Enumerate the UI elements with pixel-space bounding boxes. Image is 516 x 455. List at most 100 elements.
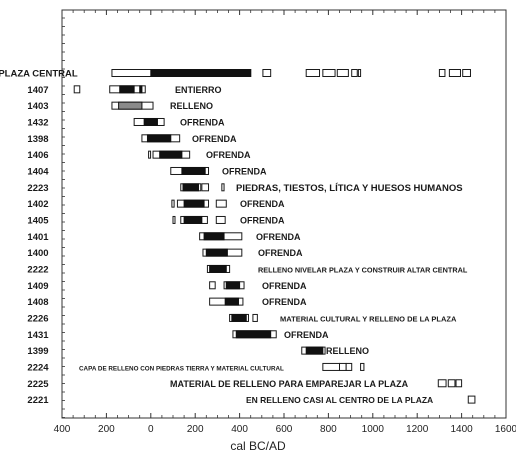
range-1sigma [183, 215, 203, 224]
x-tick-label: 1200 [406, 424, 429, 435]
row-annotation: RELLENO NIVELAR PLAZA Y CONSTRUIR ALTAR … [258, 265, 468, 274]
range-2sigma [215, 215, 226, 224]
x-tick-label: 0 [148, 424, 154, 435]
row-1431: 1431 OFRENDA [27, 330, 329, 341]
row-1402: 1402 OFRENDA [27, 199, 285, 210]
range-2sigma [447, 379, 456, 388]
range-2sigma [221, 183, 225, 192]
range-1sigma [183, 199, 205, 208]
row-annotation: OFRENDA [180, 117, 225, 127]
row-1401: 1401 OFRENDA [27, 232, 301, 243]
row-annotation: MATERIAL DE RELLENO PARA EMPAREJAR LA PL… [170, 379, 409, 389]
row-1398: 1398 OFRENDA [27, 134, 237, 145]
x-tick-label: 200 [187, 424, 204, 435]
row-1408: 1408 OFRENDA [27, 297, 307, 308]
row-annotation: OFRENDA [262, 297, 307, 307]
row-annotation: OFRENDA [240, 215, 285, 225]
range-2sigma [73, 85, 81, 94]
row-label: 2225 [27, 379, 49, 390]
x-tick-label: 1000 [362, 424, 385, 435]
range-2sigma [215, 199, 227, 208]
row-label: 1432 [27, 117, 48, 128]
row-annotation: OFRENDA [192, 134, 237, 144]
range-1sigma [209, 264, 227, 273]
row-annotation: PIEDRAS, TIESTOS, LÍTICA Y HUESOS HUMANO… [236, 183, 463, 194]
range-1sigma [150, 69, 252, 77]
range-2sigma [351, 69, 358, 77]
range-1sigma [139, 85, 143, 94]
range-1sigma [305, 346, 324, 355]
range-1sigma [203, 232, 225, 241]
range-1sigma [235, 330, 272, 339]
range-1sigma [143, 117, 158, 126]
x-tick-label: 800 [320, 424, 337, 435]
row-annotation: OFRENDA [240, 199, 285, 209]
row-annotation: MATERIAL CULTURAL Y RELLENO DE LA PLAZA [280, 314, 457, 323]
row-label: 1405 [27, 215, 49, 226]
range-1sigma [231, 313, 247, 322]
range-1sigma [205, 248, 228, 257]
range-2sigma [148, 150, 152, 159]
row-2224: 2224 CAPA DE RELLENO CON PIEDRAS TIERRA Y… [27, 362, 365, 373]
range-1sigma [119, 85, 135, 94]
x-tick-label: 400 [231, 424, 248, 435]
row-annotation: OFRENDA [206, 150, 251, 160]
range-2sigma [345, 362, 353, 371]
row-annotation: OFRENDA [284, 330, 329, 340]
range-2sigma [357, 69, 362, 77]
row-label: 2223 [27, 183, 48, 194]
range-2sigma [336, 69, 349, 77]
range-2sigma [305, 69, 321, 77]
range-2sigma [448, 69, 461, 77]
range-1sigma [224, 297, 239, 306]
row-2223: 2223 PIEDRAS, TIESTOS, LÍTICA Y HUESOS HU… [27, 183, 462, 194]
range-2sigma [438, 69, 446, 77]
range-2sigma [252, 313, 258, 322]
row-label: 1407 [27, 85, 48, 96]
row-label: 1398 [27, 134, 48, 145]
range-2sigma [467, 395, 476, 404]
range-2sigma [322, 69, 336, 77]
range-1sigma [182, 183, 200, 192]
row-label: 1399 [27, 346, 48, 357]
row-annotation: OFRENDA [258, 248, 303, 258]
row-label: 1431 [27, 330, 49, 341]
row-annotation: OFRENDA [262, 281, 307, 291]
row-annotation: ENTIERRO [175, 85, 222, 95]
row-1404: 1404 OFRENDA [27, 166, 267, 177]
row-2225: 2225 MATERIAL DE RELLENO PARA EMPAREJAR L… [27, 379, 463, 390]
row-label: 1408 [27, 297, 48, 308]
row-label: 2224 [27, 362, 49, 373]
x-axis-title: cal BC/AD [230, 439, 286, 453]
row-annotation: OFRENDA [256, 232, 301, 242]
range-1sigma [181, 166, 206, 175]
range-2sigma [360, 362, 365, 371]
plot-rows: PLAZA CENTRAL 1407 ENTIERRO 1403 RELLENO 1432… [0, 69, 476, 406]
range-1sigma [225, 281, 241, 290]
row-2226: 2226 MATERIAL CULTURAL Y RELLENO DE LA PL… [27, 313, 457, 324]
row-label: 1401 [27, 232, 49, 243]
range-2sigma [172, 215, 176, 224]
range-1sigma [118, 101, 143, 110]
row-label: 2222 [27, 264, 48, 275]
row-annotation: OFRENDA [222, 166, 267, 176]
range-2sigma [262, 69, 272, 77]
range-2sigma [322, 362, 341, 371]
row-annotation: RELLENO [170, 101, 213, 111]
row-1407: 1407 ENTIERRO [27, 85, 221, 96]
row-label: 1406 [27, 150, 48, 161]
x-tick-label: 1400 [450, 424, 473, 435]
row-label: 1409 [27, 281, 48, 292]
row-label: 1400 [27, 248, 48, 259]
x-tick-label: 1600 [495, 424, 516, 435]
row-annotation: CAPA DE RELLENO CON PIEDRAS TIERRA Y MAT… [79, 365, 284, 372]
range-2sigma [209, 281, 216, 290]
row-1432: 1432 OFRENDA [27, 117, 225, 128]
x-tick-label: 400 [54, 424, 71, 435]
row-label: 1403 [27, 101, 48, 112]
row-1403: 1403 RELLENO [27, 101, 213, 112]
range-1sigma [146, 134, 172, 143]
row-1406: 1406 OFRENDA [27, 150, 251, 161]
range-2sigma [462, 69, 471, 77]
